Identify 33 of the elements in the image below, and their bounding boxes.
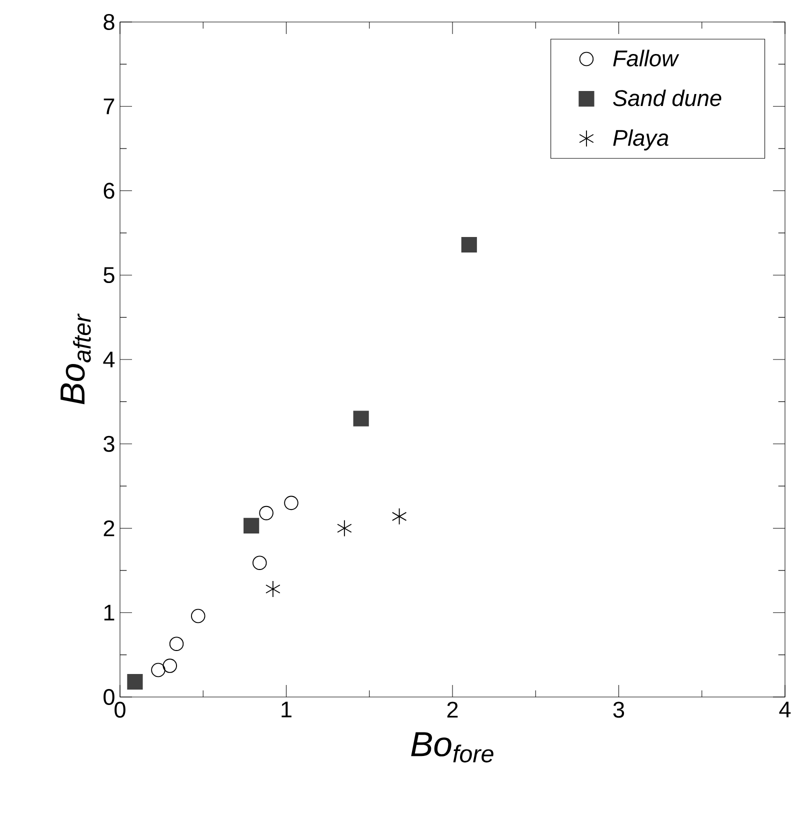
y-tick-label: 0 — [104, 688, 114, 706]
x-axis-title: Bo$_{fore}$ — [411, 732, 494, 762]
point — [191, 608, 206, 624]
legend-label: Fallow — [613, 50, 680, 66]
point — [244, 518, 260, 534]
point — [127, 674, 143, 690]
x-tick-label: 3 — [613, 702, 624, 718]
y-tick-label: 4 — [103, 352, 115, 368]
point — [353, 410, 369, 426]
y-tick-label: 1 — [104, 604, 114, 620]
y-axis-title: Bo$_{after}$ — [60, 314, 91, 404]
y-tick-label: 3 — [104, 436, 114, 452]
y-tick-label: 6 — [104, 182, 114, 199]
point — [259, 506, 274, 520]
x-tick-label: 4 — [779, 702, 791, 718]
point — [337, 520, 352, 537]
point — [252, 556, 267, 570]
point — [162, 658, 178, 673]
y-tick-label: 5 — [104, 267, 114, 284]
legend-label: Sand dune — [613, 90, 722, 106]
y-tick-label: 7 — [104, 98, 114, 114]
point — [266, 580, 280, 598]
point — [461, 236, 477, 253]
point — [169, 636, 184, 651]
y-tick-label: 2 — [104, 520, 114, 536]
point — [284, 496, 298, 510]
x-tick-label: 2 — [447, 702, 458, 718]
x-tick-label: 1 — [282, 702, 292, 718]
point — [392, 508, 407, 525]
x-tick-label: 0 — [114, 702, 126, 718]
legend-label: Playa — [613, 129, 668, 150]
y-tick-label: 8 — [104, 14, 114, 30]
point — [151, 662, 166, 678]
